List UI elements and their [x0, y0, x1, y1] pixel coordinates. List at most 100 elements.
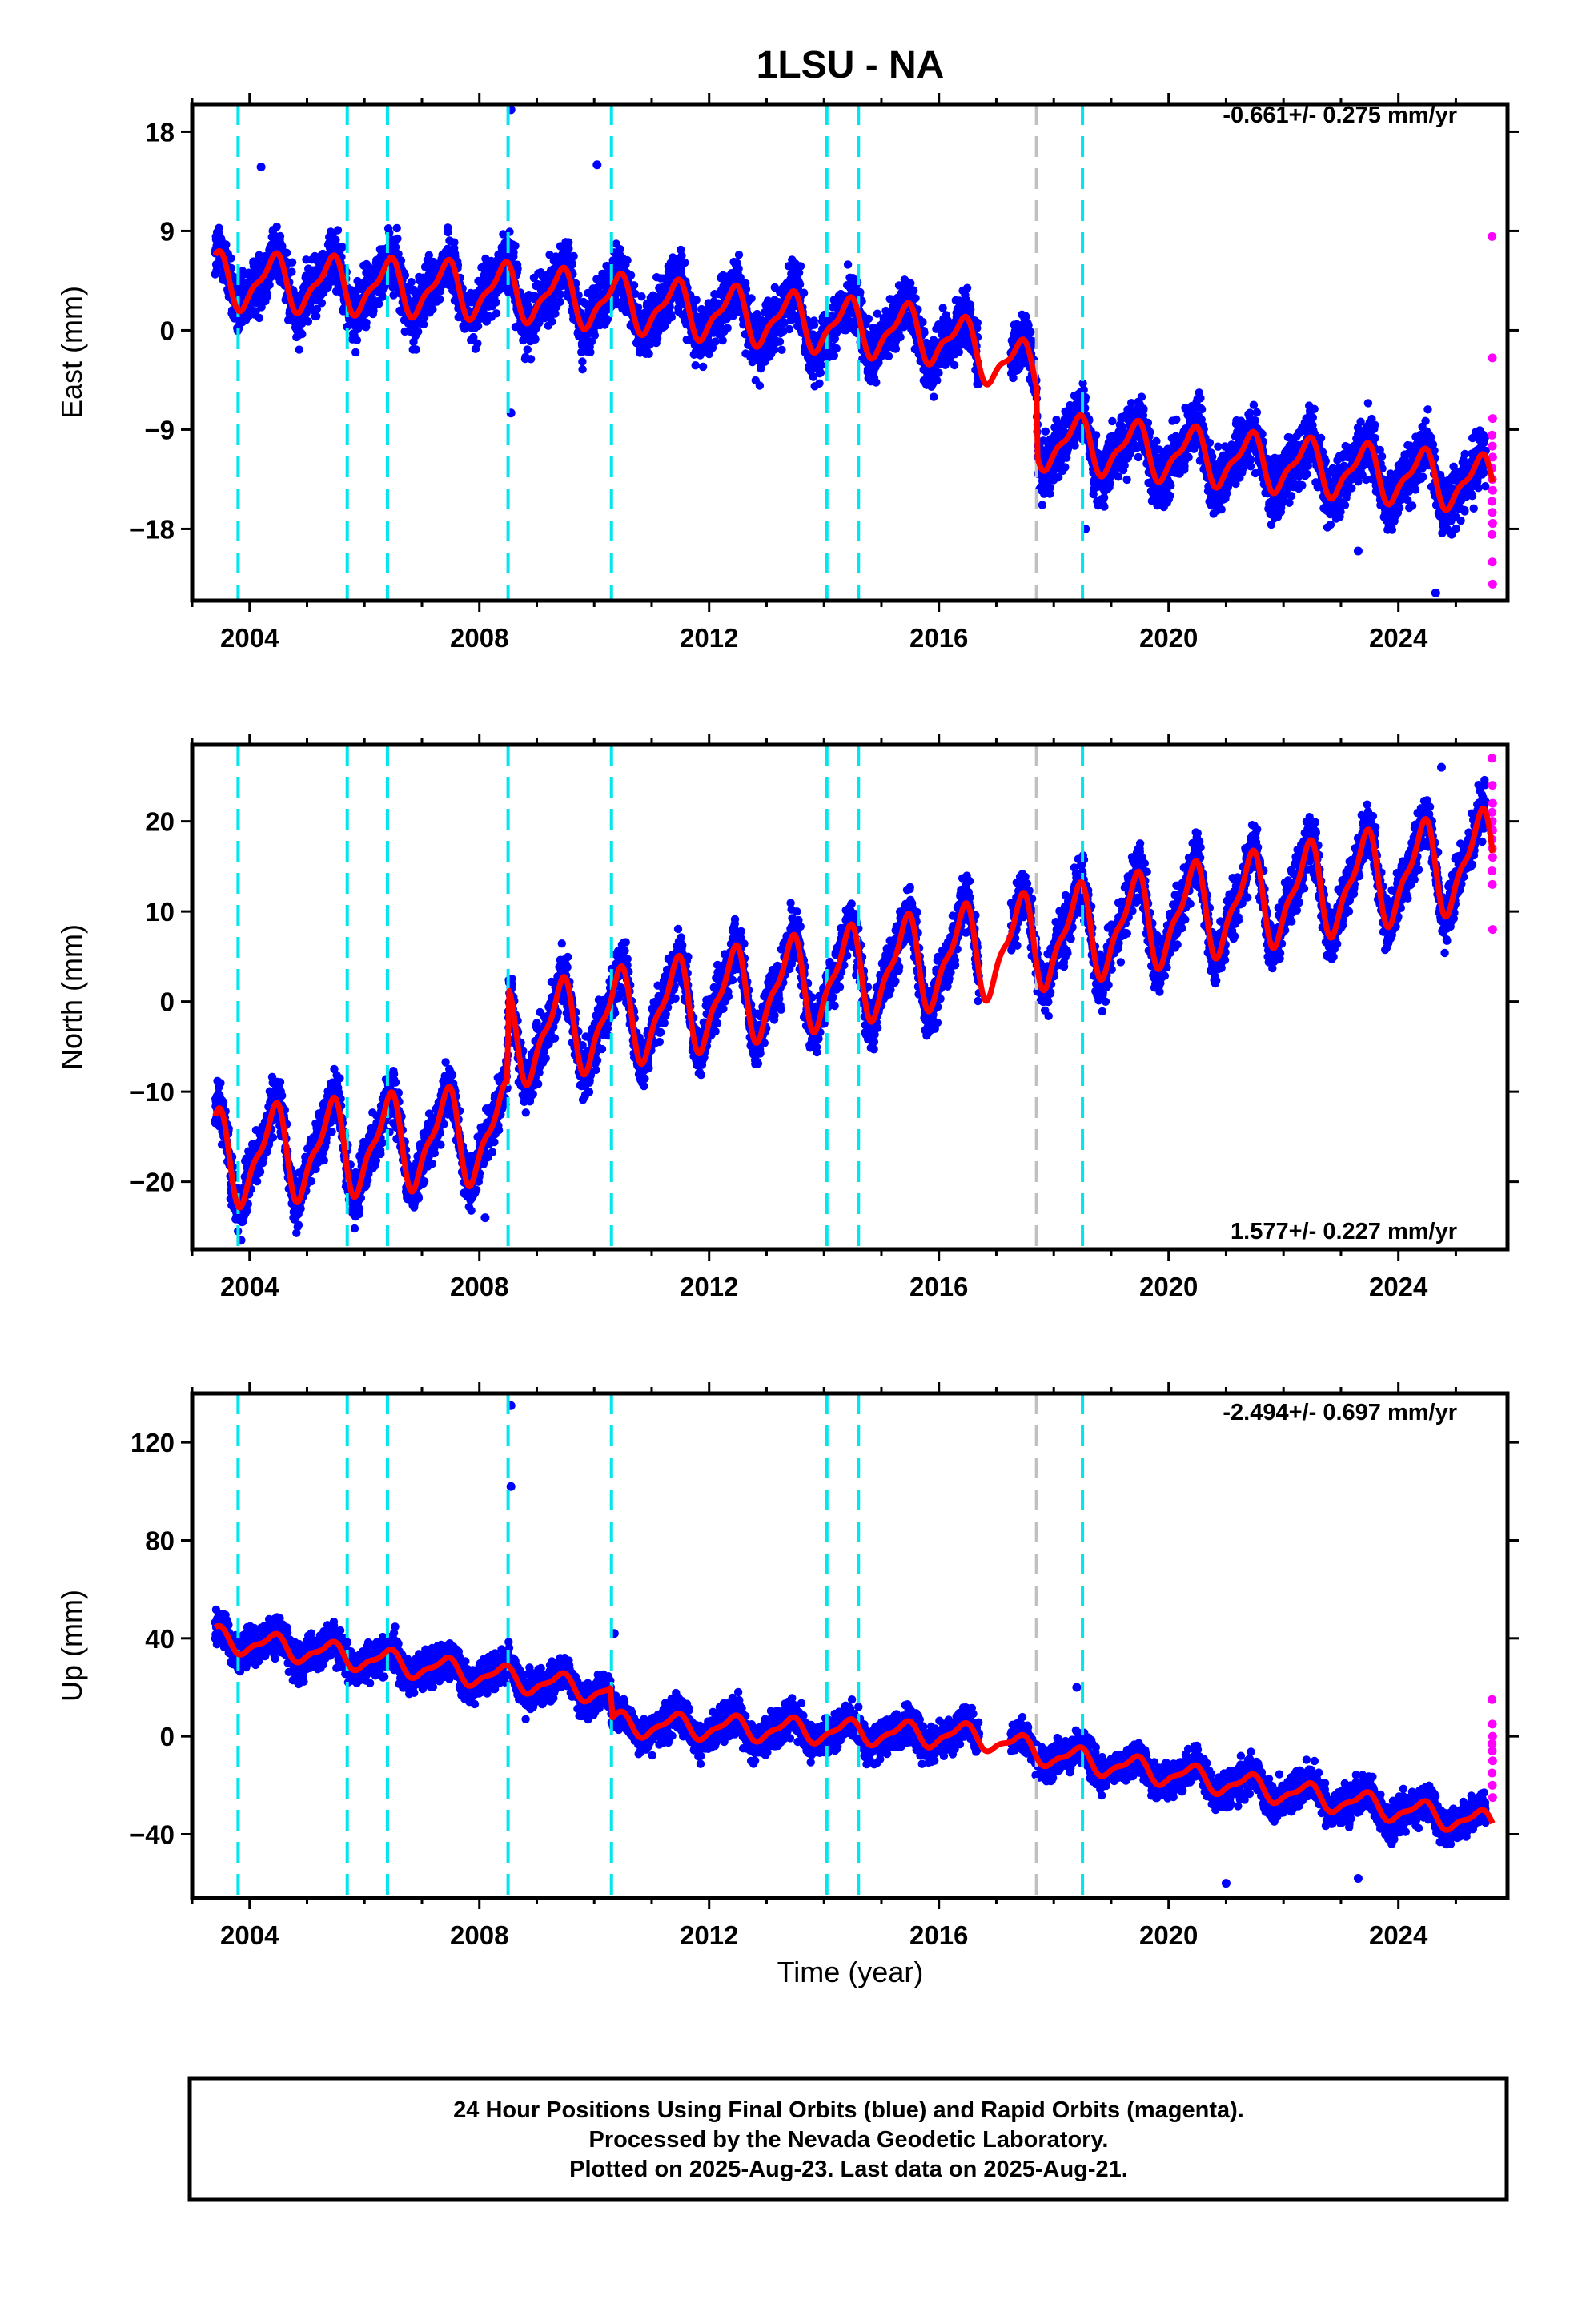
east-final-point — [492, 309, 501, 318]
east-final-point — [1100, 502, 1109, 511]
east-final-point — [375, 300, 383, 308]
east-final-point — [734, 251, 744, 259]
east-final-point — [933, 376, 942, 385]
east-final-point — [1070, 441, 1079, 450]
east-final-point — [282, 248, 291, 257]
east-final-points — [211, 222, 1490, 539]
east-final-point — [333, 226, 343, 235]
east-final-point — [1122, 475, 1131, 485]
east-final-point — [644, 349, 653, 358]
east-final-point — [287, 267, 296, 276]
east-final-point — [419, 320, 428, 329]
east-final-point — [864, 314, 873, 324]
east-final-point — [343, 322, 351, 332]
east-final-point — [1108, 416, 1117, 426]
east-final-point — [785, 324, 794, 334]
east-final-point — [394, 250, 403, 259]
east-final-point — [1137, 392, 1146, 401]
east-final-point — [331, 235, 340, 244]
east-final-point — [734, 264, 743, 273]
east-final-point — [816, 368, 825, 377]
east-final-point — [526, 355, 536, 364]
east-final-point — [391, 243, 400, 251]
east-final-point — [681, 258, 689, 267]
east-final-point — [569, 251, 578, 261]
east-final-point — [393, 234, 402, 243]
east-final-point — [227, 254, 235, 263]
east-final-point — [412, 345, 420, 354]
east-final-point — [352, 336, 362, 344]
east-final-point — [1172, 415, 1181, 424]
east-final-point — [473, 339, 482, 348]
east-final-point — [424, 251, 433, 259]
east-final-point — [255, 251, 263, 259]
east-final-point — [551, 309, 560, 318]
east-final-point — [623, 255, 632, 265]
east-final-point — [711, 337, 720, 346]
east-final-point — [351, 348, 360, 357]
east-final-point — [312, 304, 322, 313]
east-final-point — [775, 337, 785, 346]
east-final-point — [799, 288, 809, 297]
east-final-point — [911, 294, 920, 303]
east-final-point — [548, 317, 556, 326]
east-final-point — [1114, 472, 1123, 481]
east-final-point — [1026, 328, 1035, 336]
east-final-point — [378, 292, 387, 301]
east-final-point — [667, 312, 676, 322]
east-final-point — [511, 241, 520, 251]
east-final-point — [1120, 461, 1129, 470]
east-final-point — [303, 317, 313, 326]
east-final-point — [755, 381, 765, 390]
east-final-point — [1038, 501, 1047, 509]
east-final-point — [444, 227, 452, 237]
east-final-point — [1091, 431, 1101, 440]
east-plot-area — [211, 104, 1497, 601]
east-final-point — [556, 297, 564, 306]
east-final-point — [400, 271, 410, 279]
east-final-point — [469, 332, 478, 342]
east-final-point — [473, 321, 483, 331]
east-final-point — [691, 361, 700, 370]
east-final-point — [909, 286, 918, 295]
east-final-point — [263, 289, 271, 298]
east-final-point — [616, 245, 624, 254]
east-final-point — [829, 351, 839, 360]
east-final-point — [891, 344, 901, 353]
east-final-point — [590, 331, 600, 340]
east-final-point — [222, 240, 231, 249]
east-final-point — [1009, 373, 1018, 383]
east-final-point — [1061, 463, 1070, 472]
east-final-point — [295, 345, 303, 354]
east-final-point — [556, 290, 565, 299]
east-final-point — [718, 336, 727, 345]
east-final-point — [1166, 491, 1174, 501]
east-final-point — [843, 260, 853, 269]
east-final-point — [564, 244, 573, 253]
chart-title: 1LSU - NA — [757, 44, 945, 86]
east-final-point — [938, 304, 947, 312]
east-final-point — [817, 360, 826, 370]
east-final-point — [568, 260, 576, 269]
east-final-point — [629, 281, 639, 290]
east-final-point — [578, 357, 587, 366]
east-final-point — [698, 362, 708, 372]
east-final-point — [302, 255, 311, 264]
east-final-point — [832, 344, 841, 353]
east-final-point — [287, 258, 297, 267]
east-final-point — [436, 287, 445, 296]
east-final-point — [930, 392, 938, 401]
east-final-point — [255, 313, 264, 323]
east-final-point — [1196, 394, 1205, 403]
east-final-point — [1197, 405, 1207, 414]
east-final-point — [1152, 436, 1161, 446]
east-final-point — [884, 352, 893, 360]
east-final-point — [1184, 452, 1193, 462]
east-final-point — [795, 280, 805, 289]
east-final-point — [966, 305, 975, 314]
east-final-point — [896, 332, 905, 342]
east-final-point — [265, 280, 274, 290]
east-final-point — [523, 345, 532, 354]
